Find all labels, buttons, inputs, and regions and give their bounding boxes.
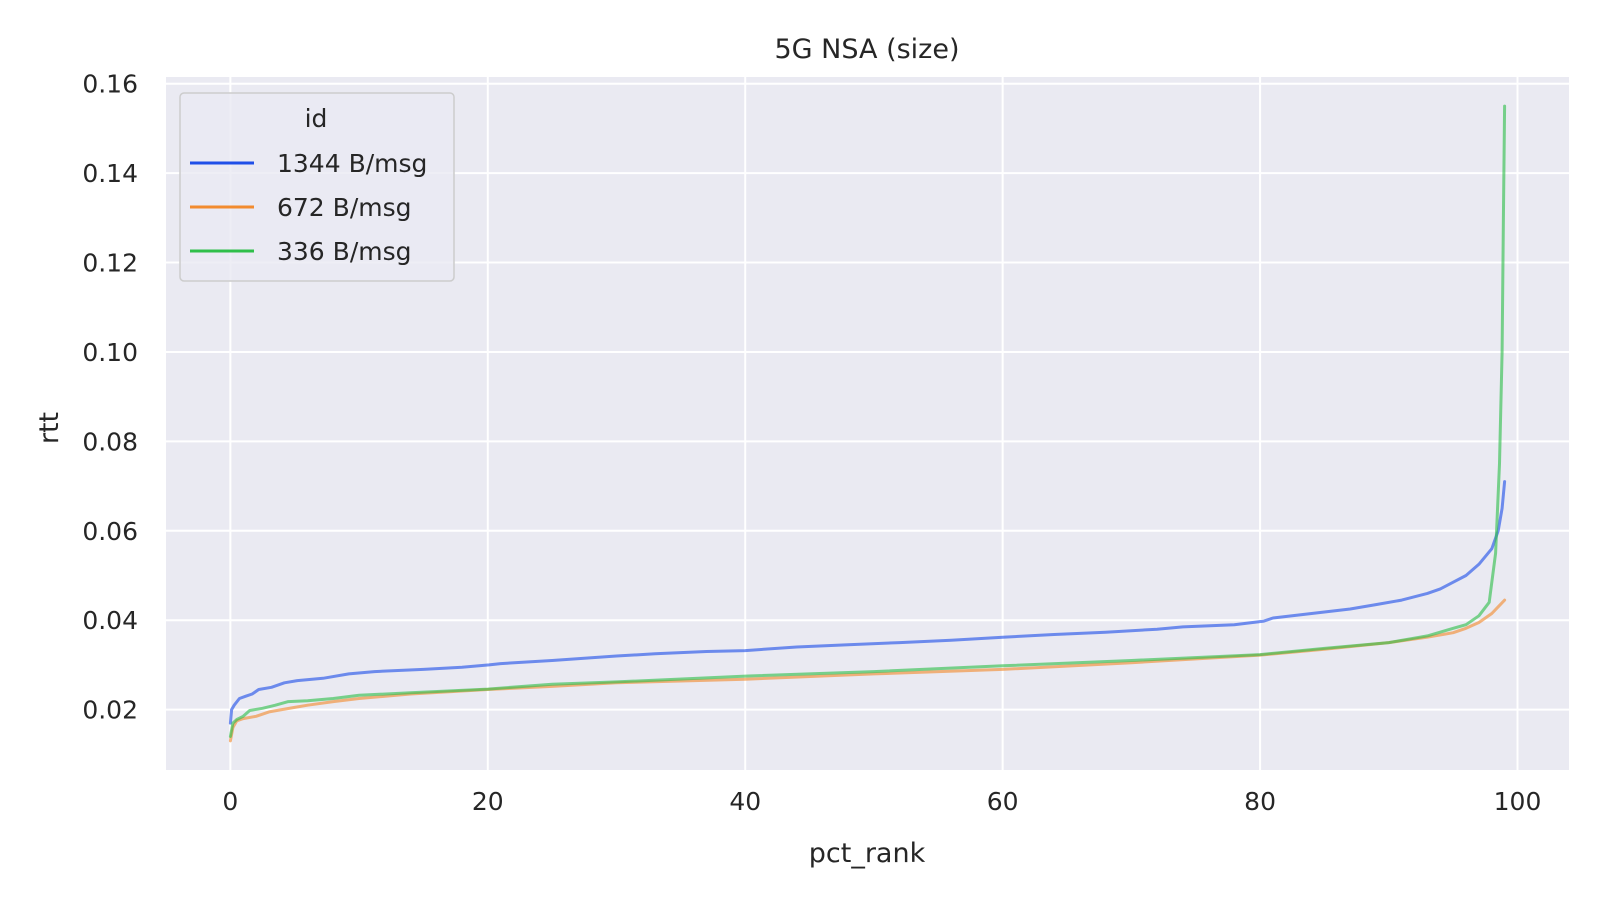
- y-tick-label: 0.10: [82, 338, 138, 367]
- y-tick-label: 0.06: [82, 517, 138, 546]
- legend-label: 1344 B/msg: [277, 149, 427, 178]
- y-tick-label: 0.04: [82, 606, 138, 635]
- legend-label: 336 B/msg: [277, 237, 412, 266]
- y-axis-label: rtt: [34, 412, 65, 444]
- legend-title: id: [305, 104, 328, 133]
- series-line-1: [228, 480, 1507, 725]
- x-tick-label: 80: [1244, 787, 1276, 816]
- x-tick-label: 40: [729, 787, 761, 816]
- x-tick-label: 0: [222, 787, 238, 816]
- x-tick-label: 60: [987, 787, 1019, 816]
- y-tick-label: 0.14: [82, 159, 138, 188]
- legend: id 1344 B/msg 672 B/msg 336 B/msg: [179, 92, 455, 282]
- y-tick-label: 0.02: [82, 696, 138, 725]
- x-tick-label: 20: [472, 787, 504, 816]
- y-tick-label: 0.12: [82, 249, 138, 278]
- x-tick-label: 100: [1494, 787, 1542, 816]
- legend-label: 672 B/msg: [277, 193, 412, 222]
- chart-title: 5G NSA (size): [775, 34, 960, 65]
- series-lines: [228, 104, 1507, 743]
- tick-labels: 0 20 40 60 80 100 0.02 0.04 0.06 0.08 0.10 0.12 0.14…: [82, 70, 1541, 816]
- y-tick-label: 0.16: [82, 70, 138, 99]
- series-line-3: [228, 104, 1507, 738]
- legend-box: [179, 92, 455, 282]
- x-axis-label: pct_rank: [809, 838, 926, 869]
- y-tick-label: 0.08: [82, 427, 138, 456]
